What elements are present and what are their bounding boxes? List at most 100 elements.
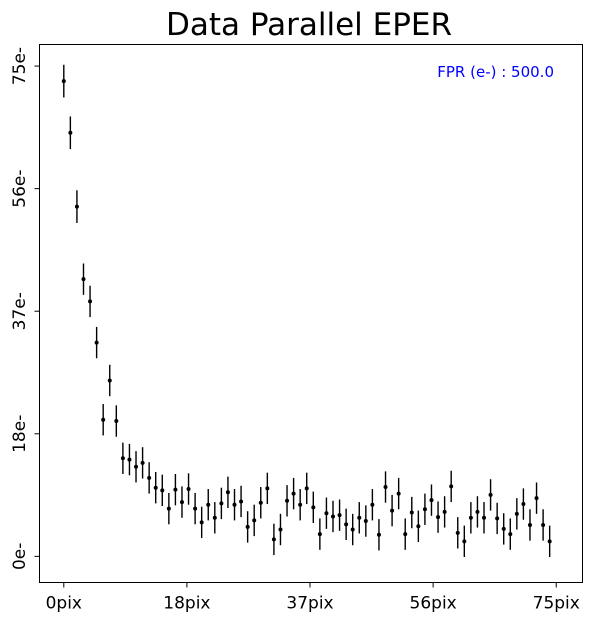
point-marker xyxy=(514,511,519,516)
y-axis: 0e- 18e- 37e- 56e- 75e- xyxy=(10,47,40,570)
point-marker xyxy=(114,419,119,424)
data-point xyxy=(514,498,519,530)
point-marker xyxy=(160,488,165,493)
data-point xyxy=(527,509,532,541)
point-marker xyxy=(94,340,99,345)
data-point xyxy=(495,502,500,535)
data-point xyxy=(193,492,198,525)
point-marker xyxy=(350,527,355,532)
point-marker xyxy=(206,502,211,507)
data-point xyxy=(317,518,322,550)
data-point xyxy=(225,476,230,508)
point-marker xyxy=(330,514,335,519)
point-marker xyxy=(521,502,526,507)
point-marker xyxy=(363,519,368,524)
point-marker xyxy=(468,515,473,520)
data-point xyxy=(232,489,237,521)
x-tick-label: 0pix xyxy=(46,594,82,614)
data-point xyxy=(350,513,355,546)
data-point xyxy=(160,474,165,507)
point-marker xyxy=(455,530,460,535)
point-marker xyxy=(232,502,237,507)
point-marker xyxy=(107,378,112,383)
data-point xyxy=(324,497,329,529)
data-point xyxy=(488,479,493,511)
data-point xyxy=(206,489,211,521)
point-marker xyxy=(74,204,79,209)
y-tick-label: 56e- xyxy=(10,170,30,208)
data-point xyxy=(278,513,283,546)
point-marker xyxy=(429,498,434,503)
point-marker xyxy=(271,537,276,542)
data-point xyxy=(436,501,441,533)
point-marker xyxy=(193,506,198,511)
data-point xyxy=(173,473,178,506)
point-marker xyxy=(166,506,171,511)
data-point xyxy=(271,523,276,556)
data-point xyxy=(94,326,99,359)
point-marker xyxy=(304,486,309,491)
point-marker xyxy=(291,491,296,496)
point-marker xyxy=(495,516,500,521)
y-tick-label: 37e- xyxy=(10,292,30,330)
data-point xyxy=(88,285,93,318)
point-marker xyxy=(258,500,263,505)
point-marker xyxy=(127,457,132,462)
x-axis: 0pix 18pix 37pix 56pix 75pix xyxy=(46,582,580,614)
data-point xyxy=(337,499,342,531)
data-point xyxy=(114,405,119,437)
data-point xyxy=(475,496,480,528)
data-point xyxy=(468,502,473,534)
data-point xyxy=(120,442,125,474)
data-point xyxy=(390,494,395,527)
point-marker xyxy=(337,513,342,518)
point-marker xyxy=(390,508,395,513)
point-marker xyxy=(482,515,487,520)
data-point xyxy=(363,505,368,537)
point-marker xyxy=(370,502,375,507)
point-marker xyxy=(265,486,270,491)
fpr-annotation: FPR (e-) : 500.0 xyxy=(437,63,554,81)
point-marker xyxy=(534,496,539,501)
point-marker xyxy=(101,417,106,422)
data-point xyxy=(501,513,506,545)
data-point xyxy=(265,472,270,505)
data-point xyxy=(409,496,414,529)
point-marker xyxy=(416,524,421,529)
data-point xyxy=(127,443,132,476)
y-tick-label: 75e- xyxy=(10,47,30,85)
data-point xyxy=(245,511,250,543)
data-point xyxy=(81,263,86,295)
point-marker xyxy=(547,539,552,544)
point-marker xyxy=(344,522,349,527)
data-point xyxy=(186,473,191,505)
data-point xyxy=(396,477,401,510)
x-tick-label: 37pix xyxy=(286,594,333,614)
point-marker xyxy=(245,524,250,529)
data-point xyxy=(449,470,454,503)
point-marker xyxy=(396,491,401,496)
point-marker xyxy=(219,501,224,506)
point-marker xyxy=(541,522,546,527)
point-marker xyxy=(199,520,204,525)
data-point xyxy=(252,504,257,537)
data-point xyxy=(285,485,290,517)
data-point xyxy=(541,509,546,541)
point-marker xyxy=(68,130,73,135)
point-marker xyxy=(212,515,217,520)
point-marker xyxy=(88,299,93,304)
data-point xyxy=(357,502,362,534)
data-point xyxy=(442,496,447,528)
data-point xyxy=(291,477,296,510)
data-point xyxy=(199,506,204,539)
data-point xyxy=(166,492,171,525)
point-marker xyxy=(449,484,454,489)
data-point xyxy=(101,404,106,436)
point-marker xyxy=(134,464,139,469)
point-marker xyxy=(298,502,303,507)
point-marker xyxy=(357,515,362,520)
point-marker xyxy=(252,518,257,523)
point-marker xyxy=(501,526,506,531)
data-point xyxy=(534,482,539,514)
